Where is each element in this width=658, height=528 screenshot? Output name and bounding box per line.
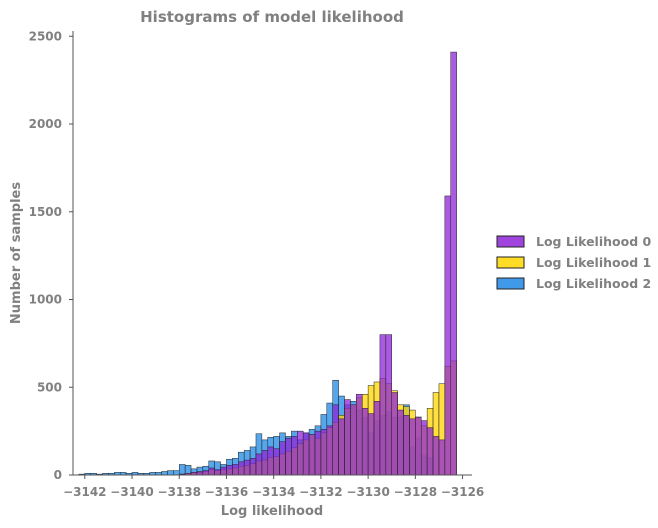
bar-log-likelihood-0	[444, 195, 452, 476]
x-tick-label: −3142	[63, 485, 106, 499]
legend-label-log-likelihood-0: Log Likelihood 0	[536, 234, 652, 249]
bar-log-likelihood-0	[285, 437, 292, 476]
bar-log-likelihood-0	[202, 470, 210, 476]
x-tick-label: −3126	[441, 485, 484, 499]
y-tick-label: 2500	[29, 29, 62, 43]
legend-swatch-log-likelihood-1	[496, 256, 525, 269]
bar-log-likelihood-0	[232, 464, 239, 476]
y-axis-label: Number of samples	[9, 182, 24, 324]
bar-log-likelihood-0	[220, 466, 227, 476]
bar-log-likelihood-0	[196, 471, 204, 476]
bar-log-likelihood-0	[302, 432, 310, 476]
bar-log-likelihood-0	[255, 453, 263, 476]
legend: Log Likelihood 0 Log Likelihood 1 Log Like…	[496, 234, 652, 291]
bar-log-likelihood-0	[397, 409, 404, 476]
bar-log-likelihood-0	[373, 401, 381, 476]
bar-log-likelihood-2	[173, 470, 180, 476]
bar-log-likelihood-0	[226, 465, 233, 476]
legend-label-log-likelihood-2: Log Likelihood 2	[536, 276, 651, 291]
bar-log-likelihood-2	[161, 471, 168, 476]
x-axis-ticks: −3142 −3140 −3138 −3136 −3134 −3132 −3130 −3128…	[63, 475, 484, 499]
bar-log-likelihood-0	[385, 334, 392, 476]
bar-log-likelihood-0	[338, 418, 345, 476]
bar-log-likelihood-0	[291, 436, 298, 476]
bar-log-likelihood-0	[356, 394, 363, 476]
x-tick-label: −3128	[394, 485, 437, 499]
bar-log-likelihood-0	[438, 439, 446, 476]
x-tick-label: −3136	[205, 485, 248, 499]
y-tick-label: 500	[37, 380, 62, 394]
y-tick-label: 0	[54, 468, 62, 482]
bar-log-likelihood-0	[326, 425, 333, 476]
bar-log-likelihood-0	[243, 459, 251, 476]
bar-log-likelihood-2	[167, 470, 174, 476]
x-tick-label: −3134	[252, 485, 295, 499]
bar-log-likelihood-0	[450, 51, 457, 476]
bar-log-likelihood-0	[367, 413, 375, 476]
bar-log-likelihood-0	[238, 461, 245, 476]
bar-log-likelihood-0	[432, 436, 440, 476]
bar-log-likelihood-0	[273, 448, 280, 476]
bar-log-likelihood-0	[420, 420, 428, 476]
x-tick-label: −3130	[346, 485, 389, 499]
legend-swatch-log-likelihood-2	[496, 277, 525, 290]
chart-title: Histograms of model likelihood	[140, 8, 404, 26]
x-tick-label: −3132	[299, 485, 342, 499]
bar-log-likelihood-0	[297, 430, 304, 476]
bar-log-likelihood-0	[279, 441, 286, 476]
bar-log-likelihood-2	[178, 464, 186, 476]
bar-log-likelihood-0	[426, 427, 434, 476]
bar-log-likelihood-0	[320, 429, 328, 476]
bar-log-likelihood-0	[415, 416, 422, 476]
legend-label-log-likelihood-1: Log Likelihood 1	[536, 255, 651, 270]
y-tick-label: 1000	[29, 293, 62, 307]
bar-log-likelihood-0	[332, 404, 339, 476]
legend-swatch-log-likelihood-0	[496, 235, 525, 248]
y-tick-label: 1500	[29, 205, 62, 219]
bar-log-likelihood-0	[391, 392, 398, 476]
bar-log-likelihood-0	[361, 408, 369, 476]
bar-log-likelihood-0	[344, 399, 351, 476]
y-axis-ticks: 0 500 1000 1500 2000 2500	[29, 29, 73, 482]
bars-layer	[78, 51, 457, 476]
x-tick-label: −3140	[110, 485, 153, 499]
bar-log-likelihood-0	[249, 458, 257, 476]
bar-log-likelihood-0	[261, 450, 269, 476]
bar-log-likelihood-0	[208, 467, 215, 476]
bar-log-likelihood-0	[403, 415, 410, 476]
bar-log-likelihood-0	[379, 334, 387, 476]
x-axis-label: Log likelihood	[221, 504, 323, 519]
x-tick-label: −3138	[158, 485, 201, 499]
y-tick-label: 2000	[29, 117, 62, 131]
bar-log-likelihood-0	[409, 418, 416, 476]
bar-log-likelihood-0	[350, 404, 357, 476]
bar-log-likelihood-0	[267, 446, 274, 476]
bar-log-likelihood-0	[308, 434, 316, 476]
bar-log-likelihood-0	[314, 430, 322, 476]
bar-log-likelihood-0	[214, 469, 221, 476]
